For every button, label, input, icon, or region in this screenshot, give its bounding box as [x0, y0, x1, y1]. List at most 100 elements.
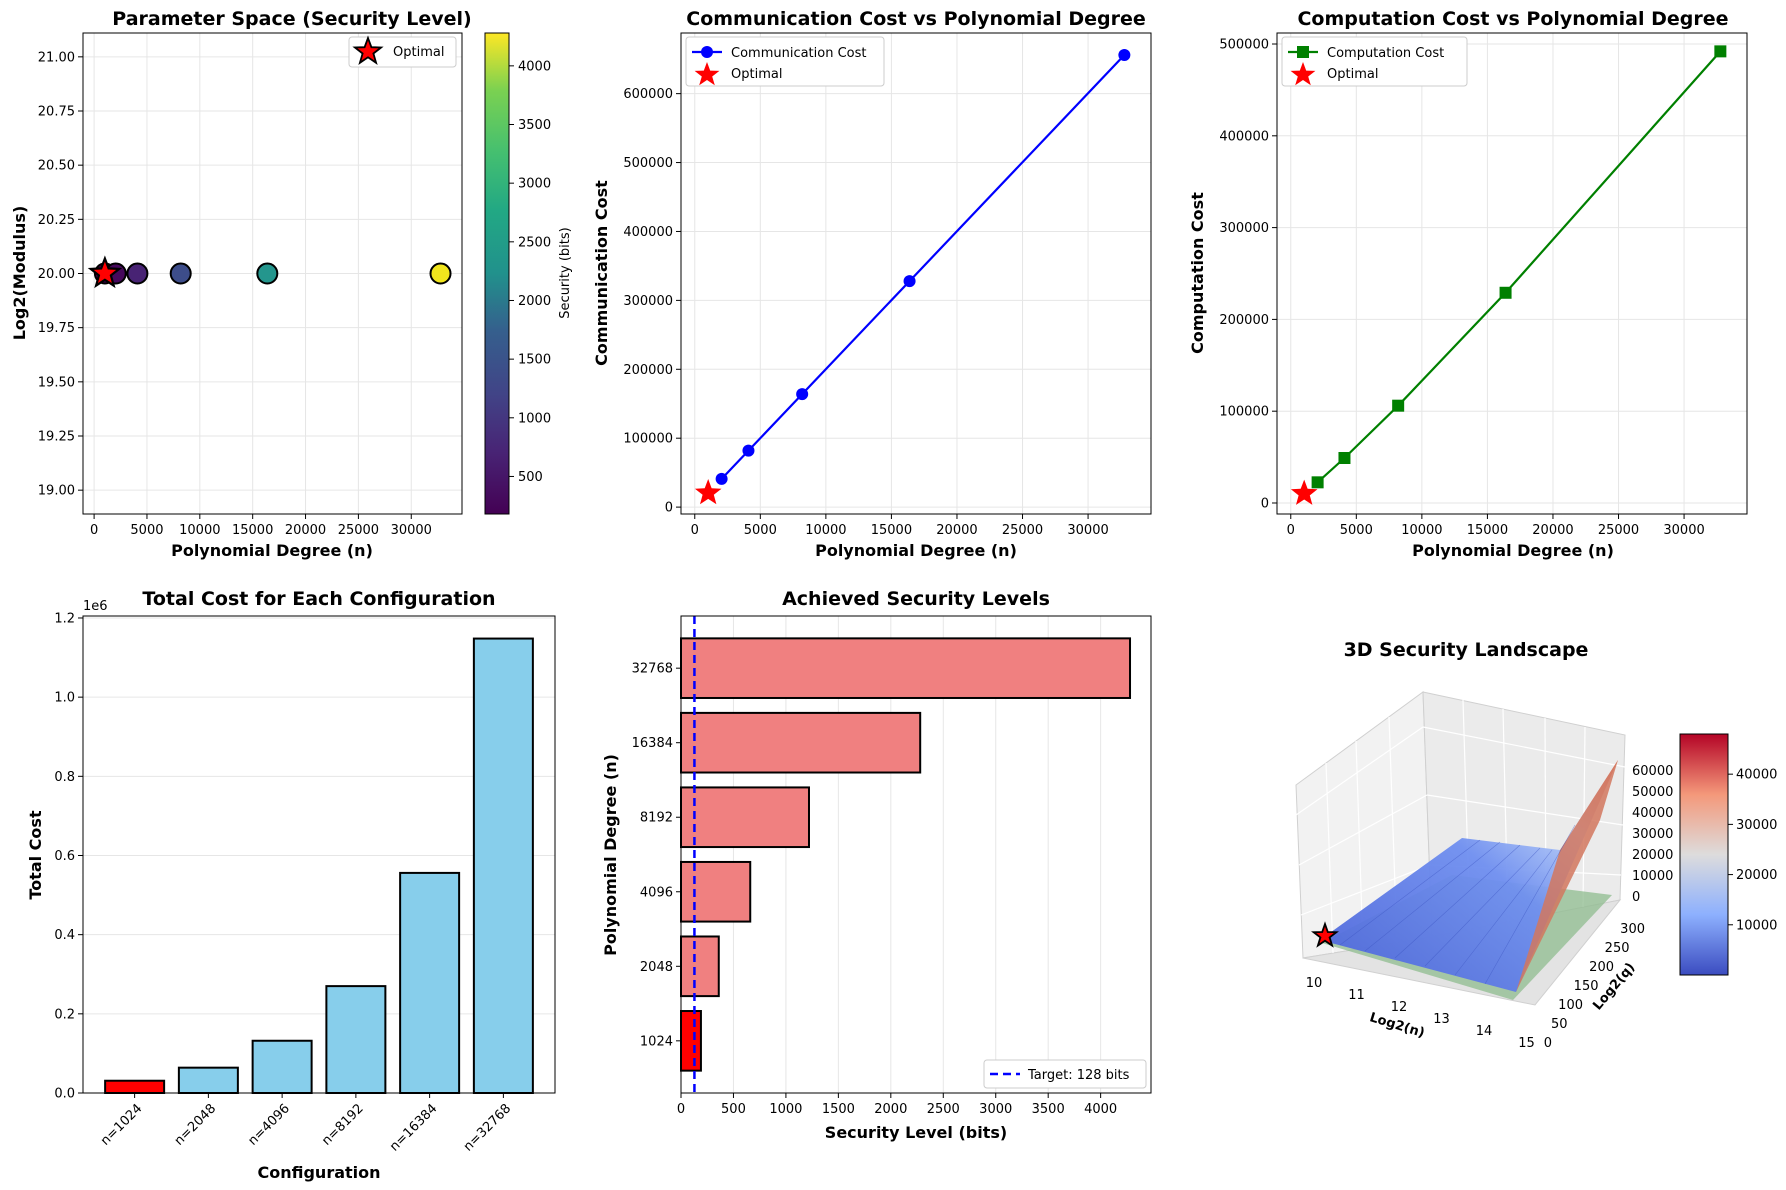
y-tick-label: 20.50 — [38, 159, 75, 174]
scatter-point — [256, 262, 279, 285]
y-tick-label: 200000 — [1219, 313, 1269, 328]
security-levels-ylabel: Polynomial Degree (n) — [601, 754, 620, 956]
colorbar-tick-label: 2500 — [518, 235, 551, 250]
3d-optimal-star-icon — [1311, 921, 1339, 948]
3d-y-tick-label: 0 — [1544, 1036, 1552, 1051]
security-bar — [680, 860, 752, 923]
comm-cost-legend-series: Communication Cost — [731, 46, 867, 61]
y-tick-label: 1024 — [640, 1034, 673, 1049]
x-tick-label: 3500 — [1032, 1102, 1065, 1117]
param-space-ylabel: Log2(Modulus) — [10, 206, 29, 341]
param-space-legend-optimal: Optimal — [393, 45, 444, 60]
param-space-legend: Optimal — [348, 35, 457, 68]
y-tick-label: 400000 — [1219, 129, 1269, 144]
panel-total-cost: Total Cost for Each Configuration 1e6 0.… — [26, 588, 556, 1182]
3d-z-tick-label: 40000 — [1632, 806, 1673, 821]
3d-x-tick-label: 10 — [1306, 976, 1323, 991]
y-tick-label: 0.4 — [54, 928, 75, 943]
legend-star-icon — [352, 35, 384, 65]
3d-colorbar-tick-label: 10000 — [1736, 918, 1777, 933]
x-tick-label: 0 — [90, 523, 98, 538]
comm-cost-x-ticks: 0 5000 10000 15000 20000 25000 30000 — [691, 514, 1109, 538]
total-cost-bar — [399, 871, 461, 1094]
comm-cost-series — [694, 49, 1131, 505]
y-tick-label: 600000 — [623, 87, 673, 102]
colorbar-tick-label: 4000 — [518, 59, 551, 74]
total-cost-frame — [82, 615, 556, 1094]
y-tick-label: 2048 — [640, 960, 673, 975]
3d-z-tick-label: 20000 — [1632, 848, 1673, 863]
security-bar — [680, 637, 1132, 699]
panel-security-levels: Achieved Security Levels 0 500 1000 1500 200… — [601, 588, 1152, 1142]
security-bar — [680, 1010, 702, 1072]
x-tick-label: 10000 — [1401, 523, 1442, 538]
3d-security-surface — [1320, 760, 1618, 992]
3d-colorbar-tick-label: 30000 — [1736, 818, 1777, 833]
x-tick-label: 25000 — [1598, 523, 1639, 538]
x-tick-label: 30000 — [1663, 523, 1704, 538]
y-tick-label: 19.75 — [38, 321, 75, 336]
x-tick-label: 30000 — [391, 523, 432, 538]
comm-cost-legend-optimal: Optimal — [731, 67, 782, 82]
param-space-colorbar: 500 1000 1500 2000 2500 3000 3500 4000 Security… — [484, 32, 573, 515]
y-tick-label: 200000 — [623, 363, 673, 378]
x-tick-label: 0 — [691, 523, 699, 538]
comm-cost-legend: Communication Cost Optimal — [685, 36, 885, 87]
x-tick-label: 25000 — [338, 523, 379, 538]
3d-y-ticks: 0 50 100 150 200 250 300 — [1544, 922, 1645, 1051]
3d-x-tick-label: 14 — [1476, 1024, 1493, 1039]
comm-cost-point — [796, 388, 809, 401]
x-tick-label: 20000 — [285, 523, 326, 538]
param-space-y-ticks: 19.00 19.25 19.50 19.75 20.00 20.25 20.50 20.75… — [38, 50, 83, 499]
y-tick-label: 0 — [1261, 496, 1269, 511]
security-bar — [680, 935, 720, 998]
3d-z-tick-label: 10000 — [1632, 869, 1673, 884]
comm-cost-ylabel: Communication Cost — [592, 180, 611, 366]
comp-cost-x-ticks: 0 5000 10000 15000 20000 25000 30000 — [1287, 514, 1705, 538]
comp-cost-legend-series: Computation Cost — [1327, 46, 1444, 61]
comm-cost-point — [715, 472, 728, 485]
optimal-star-marker — [694, 479, 722, 505]
total-cost-offset-label: 1e6 — [83, 599, 108, 614]
colorbar-label: Security (bits) — [558, 227, 573, 318]
comp-cost-point — [1499, 286, 1512, 299]
3d-surface-peak — [1516, 760, 1618, 992]
x-tick-label: 500 — [721, 1102, 746, 1117]
param-space-xlabel: Polynomial Degree (n) — [171, 541, 373, 560]
x-tick-label: 1500 — [822, 1102, 855, 1117]
colorbar-tick-label: 1500 — [518, 353, 551, 368]
comp-cost-legend-optimal: Optimal — [1327, 67, 1378, 82]
3d-y-tick-label: 200 — [1589, 960, 1614, 975]
comm-cost-point — [903, 275, 916, 288]
security-levels-x-ticks: 0 500 1000 1500 2000 2500 3000 3500 4000 — [677, 1093, 1117, 1117]
x-tick-label: n=32768 — [461, 1101, 514, 1154]
scatter-point — [169, 262, 192, 285]
scatter-point — [429, 262, 452, 285]
3d-y-tick-label: 150 — [1574, 979, 1599, 994]
x-tick-label: 2500 — [927, 1102, 960, 1117]
3d-colorbar-tick-label: 40000 — [1736, 768, 1777, 783]
comm-cost-point — [742, 444, 755, 457]
param-space-x-ticks: 0 5000 10000 15000 20000 25000 30000 — [90, 514, 432, 538]
total-cost-bar — [251, 1039, 313, 1094]
colorbar-tick-label: 3500 — [518, 118, 551, 133]
x-tick-label: 10000 — [179, 523, 220, 538]
panel-computation-cost: Computation Cost vs Polynomial Degree 0 5… — [1188, 8, 1748, 560]
colorbar-tick-label: 1000 — [518, 411, 551, 426]
comm-cost-point — [1118, 49, 1131, 62]
y-tick-label: 32768 — [632, 662, 673, 677]
x-tick-label: n=4096 — [245, 1101, 293, 1149]
security-bar — [680, 786, 810, 849]
scatter-point — [126, 262, 149, 285]
security-bar — [680, 711, 922, 774]
param-space-points — [87, 255, 452, 289]
panel-communication-cost: Communication Cost vs Polynomial Degree … — [592, 8, 1152, 560]
legend-star-icon — [1290, 62, 1316, 86]
param-space-frame — [82, 32, 463, 515]
3d-x-tick-label: 15 — [1518, 1036, 1535, 1051]
3d-z-tick-label: 30000 — [1632, 827, 1673, 842]
legend-circle-marker-icon — [701, 46, 713, 58]
comp-cost-frame — [1276, 32, 1748, 515]
comp-cost-legend: Computation Cost Optimal — [1281, 36, 1468, 87]
comm-cost-legend-box — [685, 36, 885, 87]
